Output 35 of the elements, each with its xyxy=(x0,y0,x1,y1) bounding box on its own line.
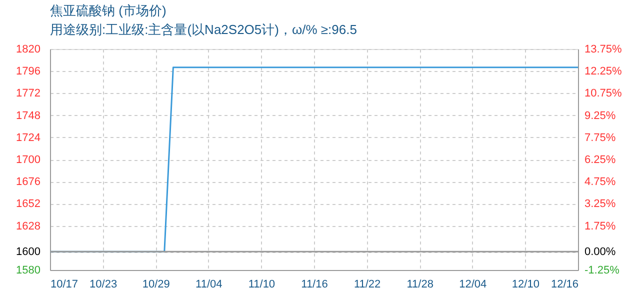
x-tick-label: 11/28 xyxy=(406,278,434,290)
chart-subtitle: 用途级别:工业级:主含量(以Na2S2O5计)，ω/% ≥:96.5 xyxy=(50,22,357,37)
y2-tick-label: 10.75% xyxy=(584,88,622,100)
y2-tick-label: 3.25% xyxy=(584,198,616,210)
x-tick-label: 11/10 xyxy=(248,278,276,290)
y-tick-label: 1580 xyxy=(16,264,40,276)
y2-tick-label: 9.25% xyxy=(584,110,616,122)
y-tick-label: 1796 xyxy=(16,66,40,78)
y2-tick-label: 1.75% xyxy=(584,220,616,232)
y2-tick-label: 4.75% xyxy=(584,176,616,188)
x-tick-label: 12/16 xyxy=(550,278,578,290)
y-tick-label: 1724 xyxy=(16,132,40,144)
y-tick-label: 1600 xyxy=(16,246,40,258)
y-tick-label: 1700 xyxy=(16,154,40,166)
x-tick-label: 10/23 xyxy=(90,278,118,290)
y2-tick-label: 13.75% xyxy=(584,44,622,56)
x-tick-label: 10/29 xyxy=(142,278,170,290)
x-tick-label: 11/04 xyxy=(196,278,222,290)
x-tick-label: 10/17 xyxy=(50,278,78,290)
x-tick-label: 12/10 xyxy=(512,278,540,290)
y2-tick-label: -1.25% xyxy=(584,264,620,276)
y-tick-label: 1772 xyxy=(16,88,40,100)
y-tick-label: 1676 xyxy=(16,176,40,188)
x-tick-label: 12/04 xyxy=(459,278,487,290)
x-tick-label: 11/22 xyxy=(354,278,381,290)
y2-tick-label: 12.25% xyxy=(584,66,622,78)
y2-tick-label: 0.00% xyxy=(584,246,616,258)
y-tick-label: 1628 xyxy=(16,220,40,232)
y2-tick-label: 7.75% xyxy=(584,132,616,144)
chart-title: 焦亚硫酸钠 (市场价) xyxy=(50,3,166,18)
y-tick-label: 1748 xyxy=(16,110,40,122)
x-tick-label: 11/16 xyxy=(301,278,328,290)
y-tick-label: 1652 xyxy=(16,198,40,210)
y-tick-label: 1820 xyxy=(16,44,40,56)
y2-tick-label: 6.25% xyxy=(584,154,616,166)
